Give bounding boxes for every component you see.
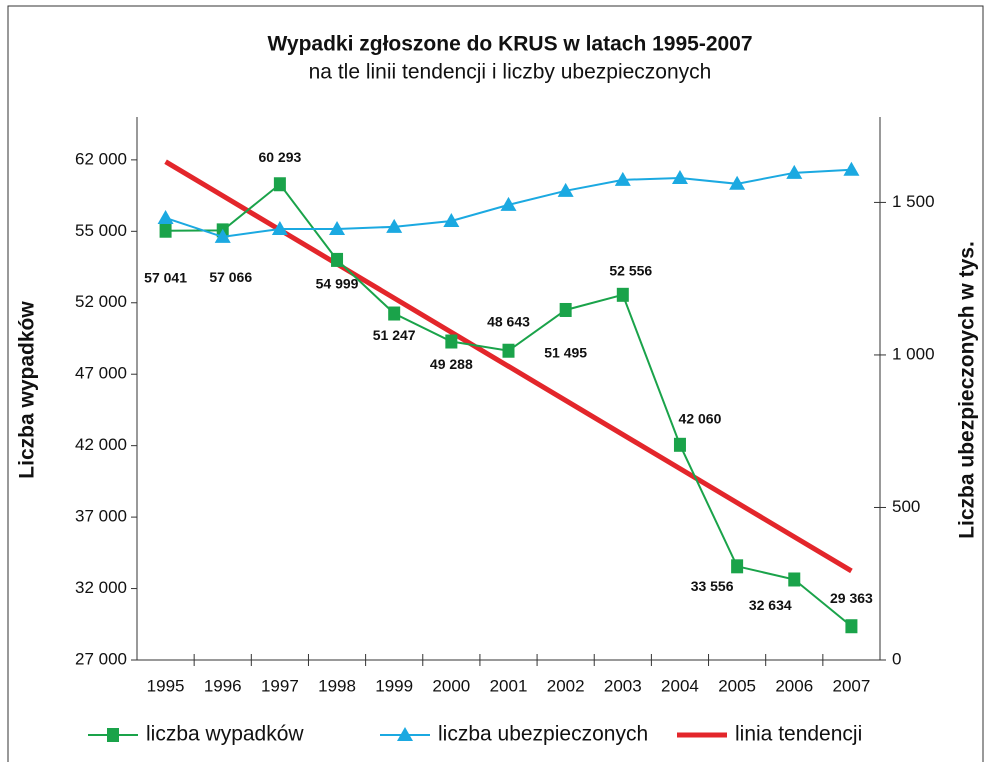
data-label: 54 999 [316,276,359,292]
y2-tick-label: 500 [892,497,920,516]
x-tick-label: 2006 [775,676,813,695]
x-tick-label: 1996 [204,676,242,695]
x-tick-label: 2002 [547,676,585,695]
data-label: 32 634 [749,597,792,613]
data-label: 42 060 [679,411,722,427]
data-point [616,287,629,302]
y2-tick-label: 1 500 [892,192,935,211]
data-point [443,213,460,228]
data-point [673,437,686,452]
data-point [157,209,174,224]
x-tick-label: 2001 [490,676,528,695]
x-tick-label: 2000 [432,676,470,695]
data-label: 51 495 [544,345,587,361]
x-tick-label: 1998 [318,676,356,695]
data-point [500,196,517,211]
y-tick-label: 47 000 [75,364,127,383]
x-tick-label: 2004 [661,676,699,695]
data-point [671,170,688,185]
y2-tick-label: 0 [892,649,901,668]
data-point [557,182,574,197]
data-point [786,164,803,179]
data-label: 49 288 [430,356,473,372]
x-tick-label: 2005 [718,676,756,695]
data-point [388,306,401,321]
data-label: 60 293 [258,149,301,165]
data-point [614,171,631,186]
data-point [559,302,572,317]
data-label: 48 643 [487,313,530,329]
legend-label: liczba ubezpieczonych [438,723,648,746]
series-line [165,182,853,628]
y-tick-label: 55 000 [75,221,127,240]
y-tick-label: 37 000 [75,507,127,526]
x-tick-label: 2007 [833,676,871,695]
data-point [159,223,172,238]
frame [7,5,984,762]
legend-label: liczba wypadków [146,723,304,746]
data-label: 51 247 [373,327,416,343]
legend-label: linia tendencji [735,723,862,746]
data-label: 57 041 [144,269,187,285]
data-point [845,619,858,634]
data-label: 57 066 [209,269,252,285]
data-point [731,559,744,574]
data-point [502,343,515,358]
data-point [843,161,860,176]
data-label: 33 556 [691,578,734,594]
y-tick-label: 42 000 [75,435,127,454]
data-point [729,175,746,190]
data-point [271,220,288,235]
x-tick-label: 1999 [375,676,413,695]
data-point [214,228,231,243]
data-label: 52 556 [609,263,652,279]
data-label: 29 363 [830,590,873,606]
x-tick-label: 1997 [261,676,299,695]
chart-subtitle: na tle linii tendencji i liczby ubezpiec… [309,61,712,84]
x-tick-label: 2003 [604,676,642,695]
y-tick-label: 52 000 [75,292,127,311]
y2-tick-label: 1 000 [892,344,935,363]
data-point [445,334,458,349]
y-tick-label: 62 000 [75,149,127,168]
y-axis-label: Liczba wypadków [16,301,39,479]
legend-marker [397,727,413,741]
data-point [329,220,346,235]
y-tick-label: 32 000 [75,578,127,597]
data-point [273,177,286,192]
legend-marker [107,728,119,742]
data-point [331,252,344,267]
y2-axis-label: Liczba ubezpieczonych w tys. [956,241,979,539]
data-point [788,572,801,587]
x-tick-label: 1995 [147,676,185,695]
data-point [386,218,403,233]
series-line [164,159,853,574]
y-tick-label: 27 000 [75,649,127,668]
chart-title: Wypadki zgłoszone do KRUS w latach 1995-… [267,33,752,56]
